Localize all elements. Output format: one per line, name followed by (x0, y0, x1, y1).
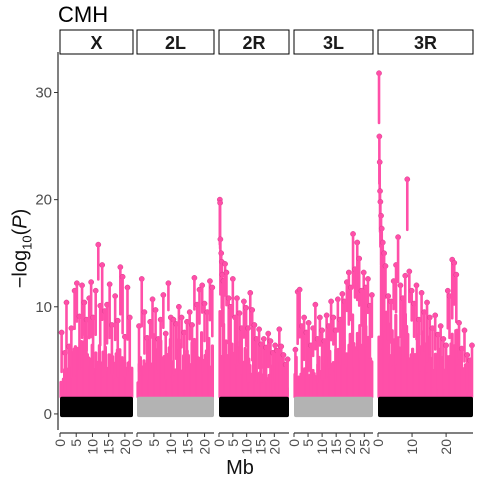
panel-3r: 3R 0 10 20 (370, 29, 475, 455)
x-tick-label: 5 (300, 439, 316, 447)
panel-strip-label: X (90, 33, 102, 53)
x-tick-label: 20 (342, 439, 358, 455)
panel-strip-label: 3R (414, 33, 437, 53)
x-tick-label: 20 (197, 439, 213, 455)
x-tick-label: 10 (404, 439, 420, 455)
x-tick-label: 15 (328, 439, 344, 455)
x-tick-label: 10 (239, 439, 255, 455)
x-tick-label: 20 (117, 439, 133, 455)
nonsignificant-band (137, 396, 214, 418)
chart-title: CMH (58, 2, 109, 27)
x-tick-label: 0 (286, 439, 302, 447)
significant-snps (58, 241, 134, 399)
significant-snps (292, 231, 375, 399)
x-tick-label: 5 (68, 439, 84, 447)
panel-strip-label: 2L (165, 33, 186, 53)
panel-strip-label: 2R (242, 33, 265, 53)
panel-strip (136, 29, 215, 55)
x-tick-label: 20 (266, 439, 282, 455)
significant-snps (136, 275, 216, 399)
panel-strip (218, 29, 290, 55)
significant-snps (216, 196, 291, 399)
y-tick-label: 20 (35, 192, 52, 209)
panel-strip (293, 29, 374, 55)
x-tick-label: 10 (163, 439, 179, 455)
y-tick-label: 0 (44, 406, 52, 423)
x-tick-label: 20 (438, 439, 454, 455)
panel-strip (377, 29, 474, 55)
x-axis-label: Mb (226, 457, 254, 479)
significant-snps (376, 70, 475, 399)
panel-x: X 0 5 10 15 20 (52, 29, 134, 455)
x-tick-label: 10 (84, 439, 100, 455)
x-tick-label: 10 (314, 439, 330, 455)
y-tick-label: 30 (35, 85, 52, 102)
x-tick-label: 15 (180, 439, 196, 455)
nonsignificant-band (378, 396, 473, 418)
x-tick-label: 25 (356, 439, 372, 455)
x-tick-label: 15 (253, 439, 269, 455)
x-tick-label: 0 (52, 439, 68, 447)
nonsignificant-band (219, 396, 289, 418)
x-tick-label: 5 (225, 439, 241, 447)
panel-2l: 2L 0 5 10 15 20 (129, 29, 216, 455)
y-tick-label: 10 (35, 299, 52, 316)
x-tick-label: 15 (101, 439, 117, 455)
nonsignificant-band (60, 396, 133, 418)
x-tick-label: 0 (370, 439, 386, 447)
panel-strip-label: 3L (323, 33, 344, 53)
x-tick-label: 0 (129, 439, 145, 447)
nonsignificant-band (294, 396, 373, 418)
x-tick-label: 5 (146, 439, 162, 447)
panel-strip (59, 29, 134, 55)
x-tick-label: 0 (211, 439, 227, 447)
